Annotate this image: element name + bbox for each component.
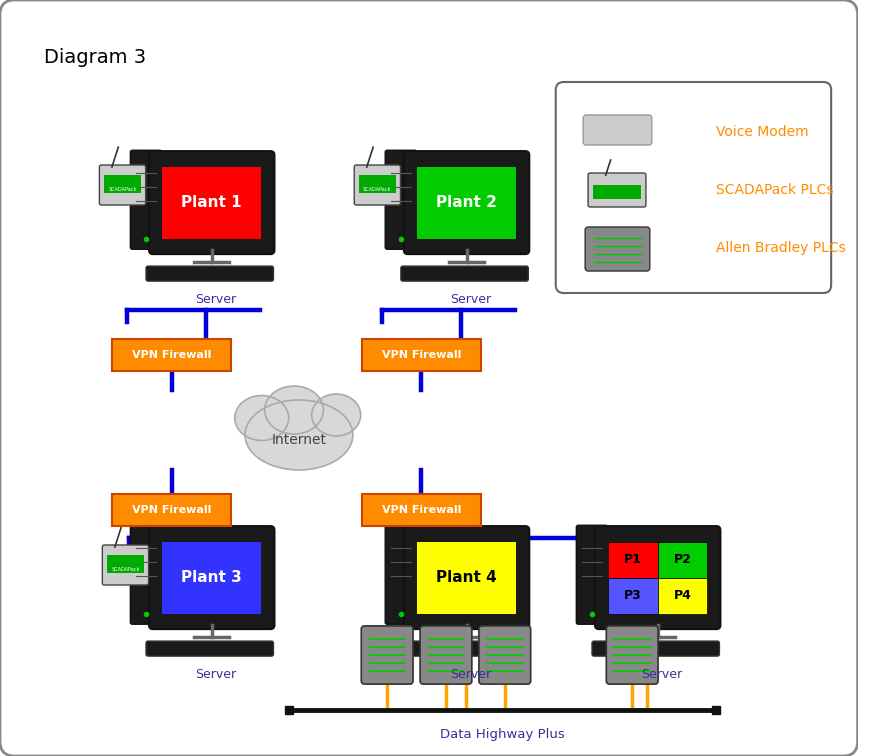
FancyBboxPatch shape [361,494,481,526]
FancyBboxPatch shape [112,494,231,526]
Text: Internet: Internet [271,433,326,447]
FancyBboxPatch shape [401,641,528,656]
Text: SCADAPack: SCADAPack [111,567,140,572]
Text: Server: Server [195,293,236,306]
Ellipse shape [312,394,360,436]
FancyBboxPatch shape [401,266,528,281]
Text: Server: Server [195,668,236,681]
Text: SCADAPack PLCs: SCADAPack PLCs [716,183,833,197]
FancyBboxPatch shape [100,165,145,205]
FancyBboxPatch shape [361,626,413,684]
FancyBboxPatch shape [146,641,274,656]
FancyBboxPatch shape [593,185,641,199]
FancyBboxPatch shape [108,555,144,573]
Text: SCADAPack: SCADAPack [108,187,136,192]
FancyBboxPatch shape [595,526,720,629]
Text: Data Highway Plus: Data Highway Plus [440,728,564,741]
FancyBboxPatch shape [130,525,162,624]
FancyBboxPatch shape [417,541,516,614]
FancyBboxPatch shape [104,175,141,193]
FancyBboxPatch shape [583,115,652,145]
FancyBboxPatch shape [149,526,275,629]
FancyBboxPatch shape [361,339,481,371]
FancyBboxPatch shape [102,545,149,585]
Text: SCADAPack: SCADAPack [363,187,392,192]
Text: P2: P2 [674,553,691,566]
FancyBboxPatch shape [479,626,530,684]
FancyBboxPatch shape [359,175,396,193]
Text: P4: P4 [674,589,691,602]
FancyBboxPatch shape [420,626,472,684]
FancyBboxPatch shape [556,82,831,293]
FancyBboxPatch shape [592,641,719,656]
FancyBboxPatch shape [149,151,275,254]
FancyBboxPatch shape [354,165,401,205]
FancyBboxPatch shape [130,150,162,249]
Ellipse shape [234,395,289,441]
Text: Plant 3: Plant 3 [181,570,242,585]
FancyBboxPatch shape [658,578,707,614]
Text: Voice Modem: Voice Modem [716,125,809,139]
Text: Server: Server [641,668,682,681]
FancyBboxPatch shape [162,166,261,239]
FancyBboxPatch shape [385,525,416,624]
Text: VPN Firewall: VPN Firewall [382,505,461,515]
FancyBboxPatch shape [146,266,274,281]
Text: VPN Firewall: VPN Firewall [132,350,211,360]
Ellipse shape [245,400,353,470]
FancyBboxPatch shape [404,526,529,629]
Text: Plant 2: Plant 2 [436,195,497,210]
Text: Plant 4: Plant 4 [436,570,497,585]
Text: Plant 1: Plant 1 [181,195,242,210]
Ellipse shape [264,386,324,434]
Text: Server: Server [450,293,491,306]
FancyBboxPatch shape [404,151,529,254]
FancyBboxPatch shape [606,626,658,684]
FancyBboxPatch shape [577,525,608,624]
FancyBboxPatch shape [608,578,658,614]
Text: P3: P3 [624,589,642,602]
FancyBboxPatch shape [588,173,646,207]
FancyBboxPatch shape [585,227,650,271]
FancyBboxPatch shape [112,339,231,371]
FancyBboxPatch shape [385,150,416,249]
Text: Diagram 3: Diagram 3 [44,48,146,67]
FancyBboxPatch shape [658,541,707,578]
FancyBboxPatch shape [417,166,516,239]
Text: P1: P1 [624,553,642,566]
FancyBboxPatch shape [608,541,658,578]
Text: Allen Bradley PLCs: Allen Bradley PLCs [716,241,845,255]
Text: Server: Server [450,668,491,681]
Text: VPN Firewall: VPN Firewall [382,350,461,360]
FancyBboxPatch shape [162,541,261,614]
Text: VPN Firewall: VPN Firewall [132,505,211,515]
